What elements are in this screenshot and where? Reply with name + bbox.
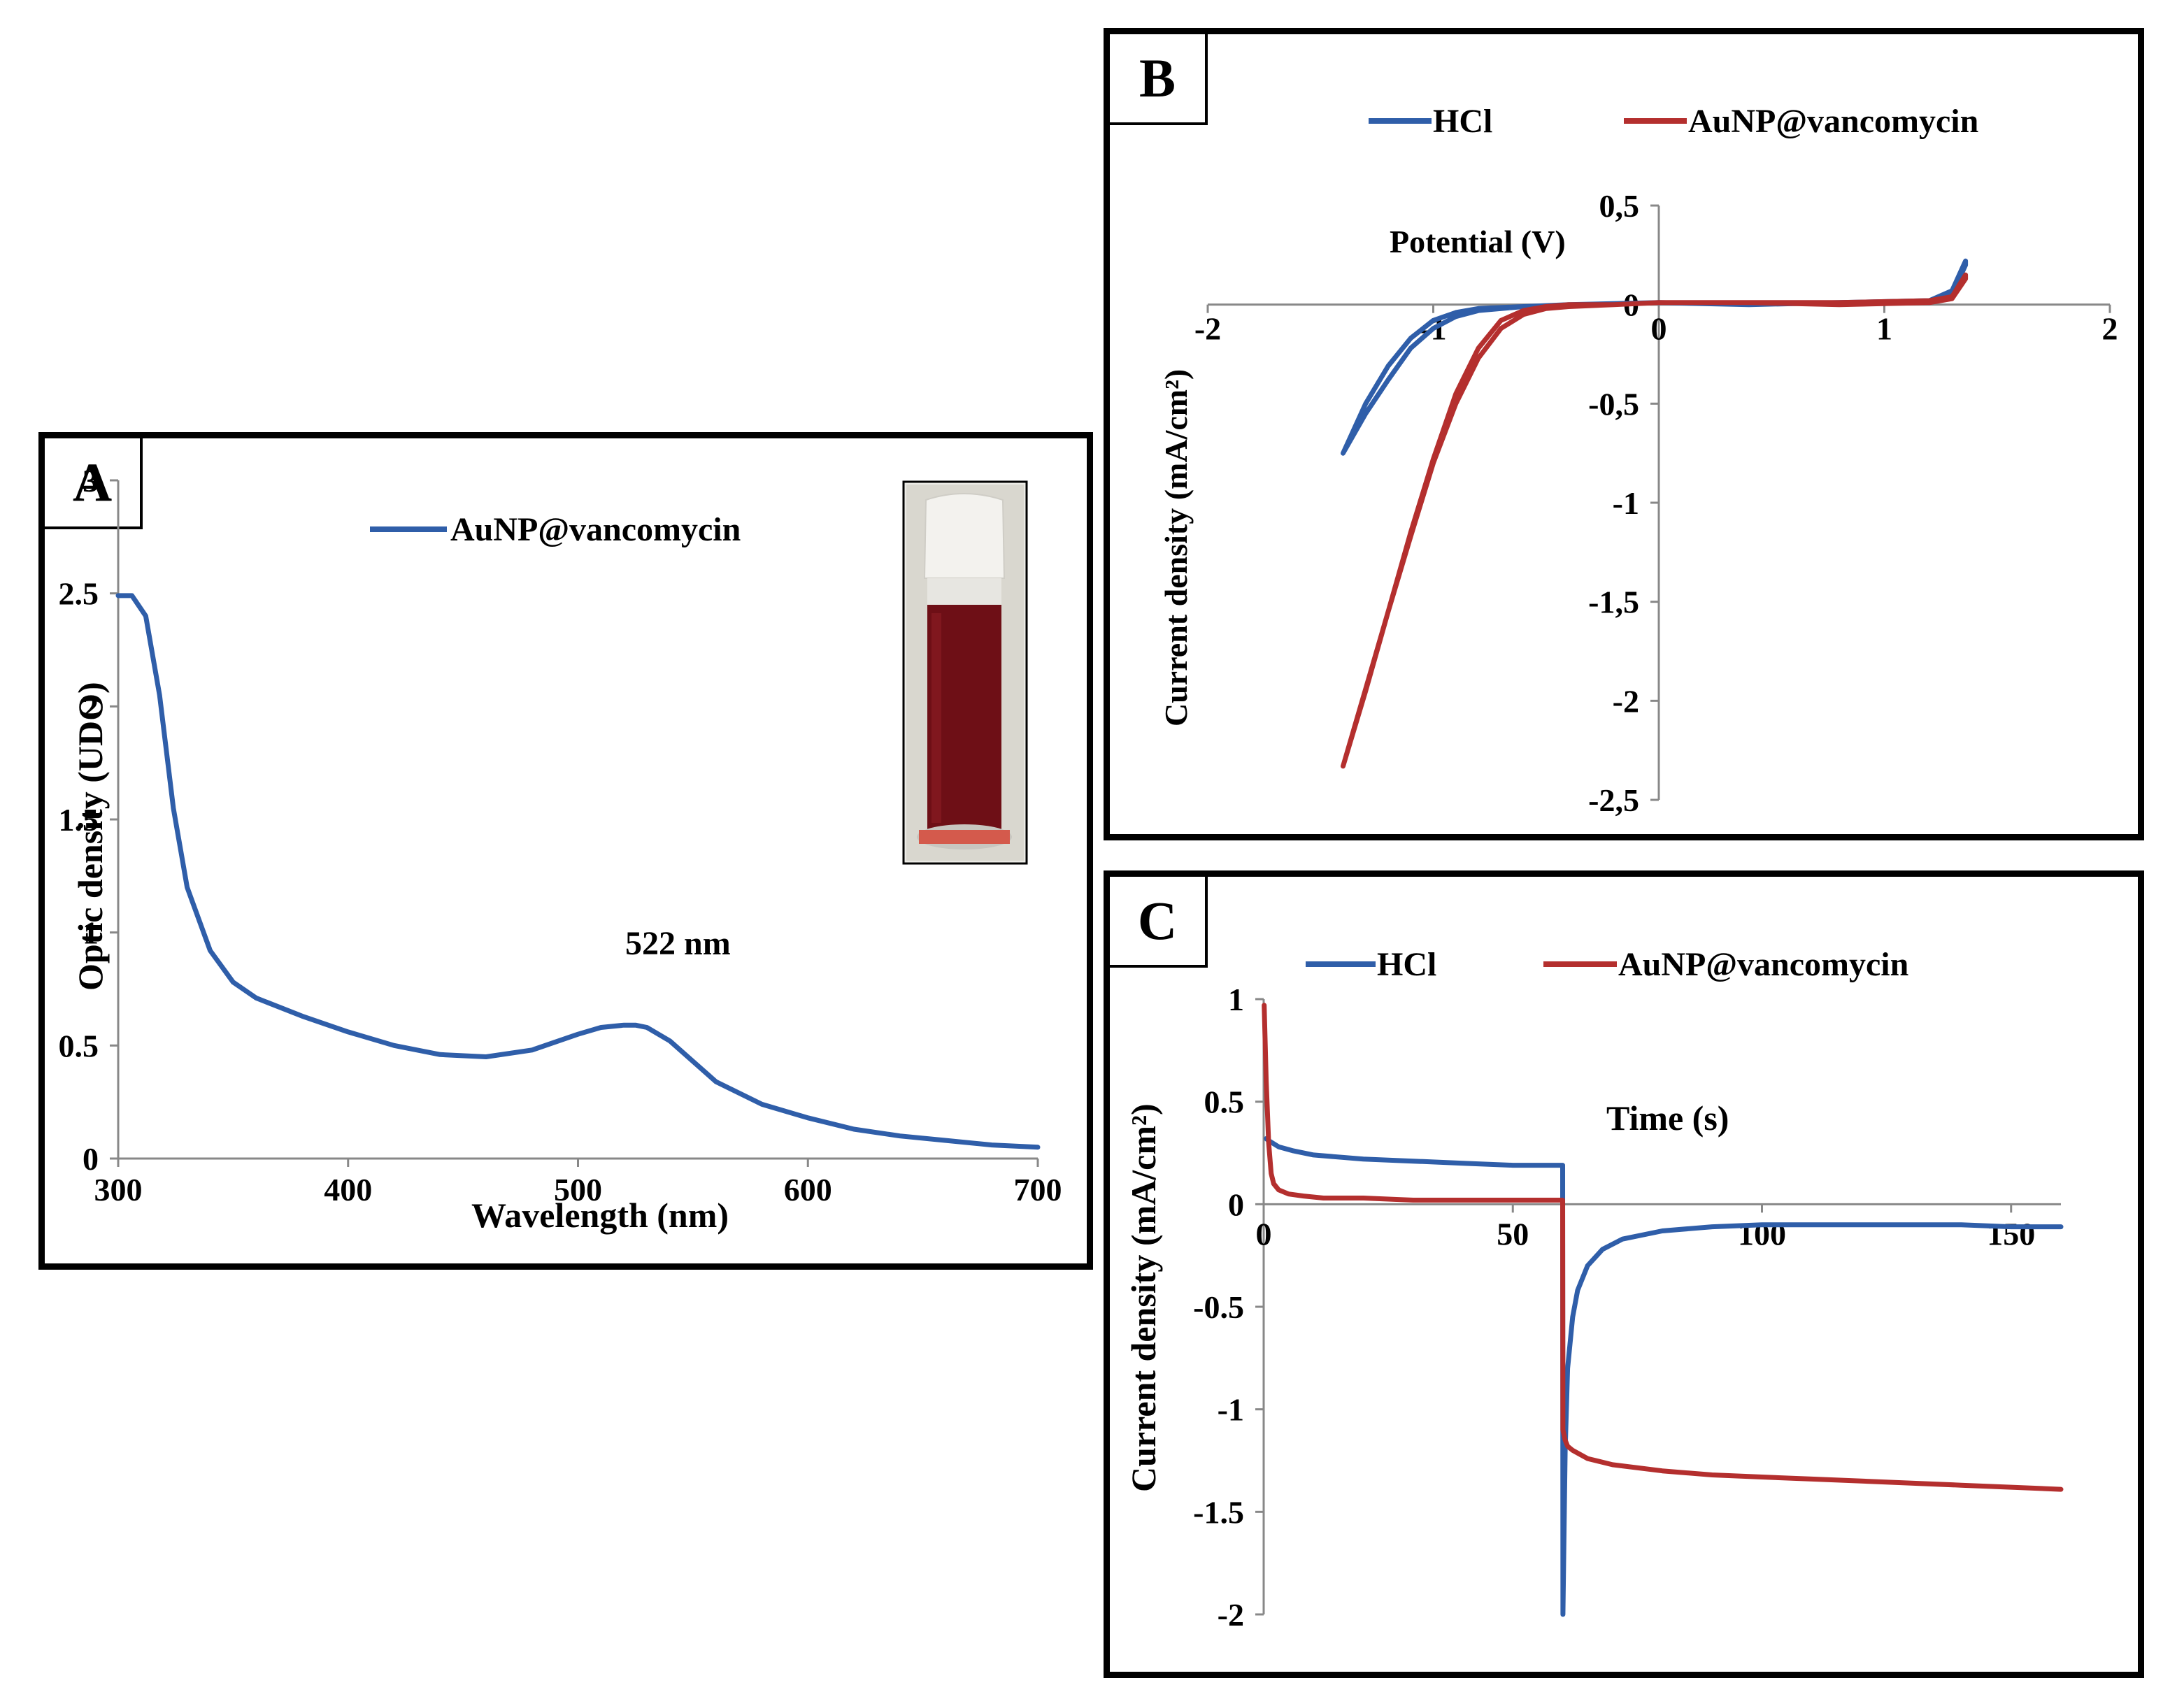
y-axis-label-a: Optic density (UDO): [71, 682, 110, 991]
y-tick-label: 0.5: [59, 1028, 99, 1063]
chart-b: -2 -1 0 1 2-2,5-2-1,5-1-0,500,5 HCl AuNP@van…: [1158, 103, 2118, 818]
y-tick-label: 3: [83, 463, 99, 499]
peak-annotation: 522 nm: [625, 925, 731, 962]
ticks-c: 0 50 100 150 -2 -1.5 -1 -0.5 0 0.5 1: [1193, 982, 2035, 1633]
y-tick-label: -0,5: [1588, 386, 1639, 422]
series-a: [115, 593, 1041, 1150]
legend-label-aunp-b: AuNP@vancomycin: [1688, 103, 1978, 140]
x-axis-label-c: Time (s): [1606, 1098, 1729, 1138]
legend-label-aunp-c: AuNP@vancomycin: [1618, 946, 1908, 983]
x-tick-label: 150: [1987, 1216, 2035, 1252]
series-line-aunp-vancomycin: [115, 593, 1041, 1150]
y-tick-label: -1: [1613, 485, 1639, 521]
axes-a: [117, 480, 1038, 1160]
x-tick-label: 1: [1876, 311, 1892, 347]
panel-letter-c: C: [1110, 877, 1208, 968]
x-tick-label: 300: [94, 1172, 143, 1207]
y-tick-label: 0: [83, 1141, 99, 1177]
x-tick-label: 600: [784, 1172, 832, 1207]
y-tick-label: 2.5: [59, 576, 99, 612]
panel-a: A 300 400 500 600 700 0 0.5 1 1.5 2 2.5 3 AuNP@vanc…: [38, 432, 1093, 1270]
y-tick-label: -0.5: [1193, 1289, 1244, 1325]
x-tick-label: 500: [554, 1172, 602, 1207]
series-b: [1341, 258, 1969, 769]
ticks-a: 300 400 500 600 700 0 0.5 1 1.5 2 2.5 3: [59, 463, 1062, 1207]
y-tick-label: -2,5: [1588, 782, 1639, 818]
chart-a: 300 400 500 600 700 0 0.5 1 1.5 2 2.5 3 AuNP@vancom…: [59, 463, 1062, 1235]
vial-photo-inset: [902, 480, 1028, 865]
y-tick-label: -1,5: [1588, 585, 1639, 620]
y-axis-label-c: Current density (mA/cm²): [1124, 1103, 1163, 1492]
legend-label-aunp: AuNP@vancomycin: [450, 511, 741, 548]
chart-c: 0 50 100 150 -2 -1.5 -1 -0.5 0 0.5 1 HCl AuNP@vanc…: [1124, 946, 2064, 1633]
legend-label-hcl-b: HCl: [1433, 103, 1492, 140]
y-tick-label: 0,5: [1599, 188, 1640, 224]
x-tick-label: 2: [2102, 311, 2118, 347]
x-tick-label: 0: [1651, 311, 1667, 347]
axes-c: [1262, 999, 2061, 1614]
y-tick-label: 1: [83, 915, 99, 951]
series-line-aunp-vancomycin: [1262, 1003, 2064, 1492]
y-axis-label-b: Current density (mA/cm²): [1158, 369, 1194, 726]
x-tick-label: 100: [1738, 1216, 1786, 1252]
y-tick-label: 0.5: [1204, 1084, 1245, 1120]
series-line-hcl: [1341, 258, 1969, 456]
x-axis-label-b: Potential (V): [1390, 224, 1566, 259]
panel-b: B -2 -1 0 1 2 -2,5 -2 -1,5 -1 -0,5 0 0,5 HCl AuNP@v…: [1104, 28, 2144, 840]
x-tick-label: 400: [324, 1172, 372, 1207]
y-tick-label: 2: [83, 689, 99, 724]
y-tick-label: -2: [1218, 1597, 1244, 1633]
y-tick-label: 1.5: [59, 802, 99, 838]
y-tick-label: 1: [1228, 982, 1244, 1017]
y-tick-label: -2: [1613, 683, 1639, 719]
x-tick-label: -2: [1194, 311, 1221, 347]
series-c: [1262, 1003, 2064, 1617]
legend-label-hcl-c: HCl: [1377, 946, 1436, 983]
y-tick-label: -1: [1218, 1392, 1244, 1428]
y-tick-label: -1.5: [1193, 1494, 1244, 1530]
y-tick-label: 0: [1228, 1187, 1244, 1222]
x-tick-label: 50: [1497, 1216, 1529, 1252]
panel-letter-b: B: [1110, 34, 1208, 125]
panel-letter-a: A: [45, 438, 143, 529]
series-line-aunp-vancomycin: [1341, 272, 1969, 769]
series-line-hcl: [1264, 1136, 2064, 1617]
panel-c: C 0 50 100 150 -2 -1.5 -1 -0.5 0 0.5 1 HCl AuNP@va…: [1104, 870, 2144, 1678]
ticks-b: -2 -1 0 1 2-2,5-2-1,5-1-0,500,5: [1194, 188, 2118, 818]
x-tick-label: 700: [1014, 1172, 1062, 1207]
x-axis-label-a: Wavelength (nm): [471, 1196, 729, 1235]
x-tick-label: 0: [1256, 1216, 1272, 1252]
